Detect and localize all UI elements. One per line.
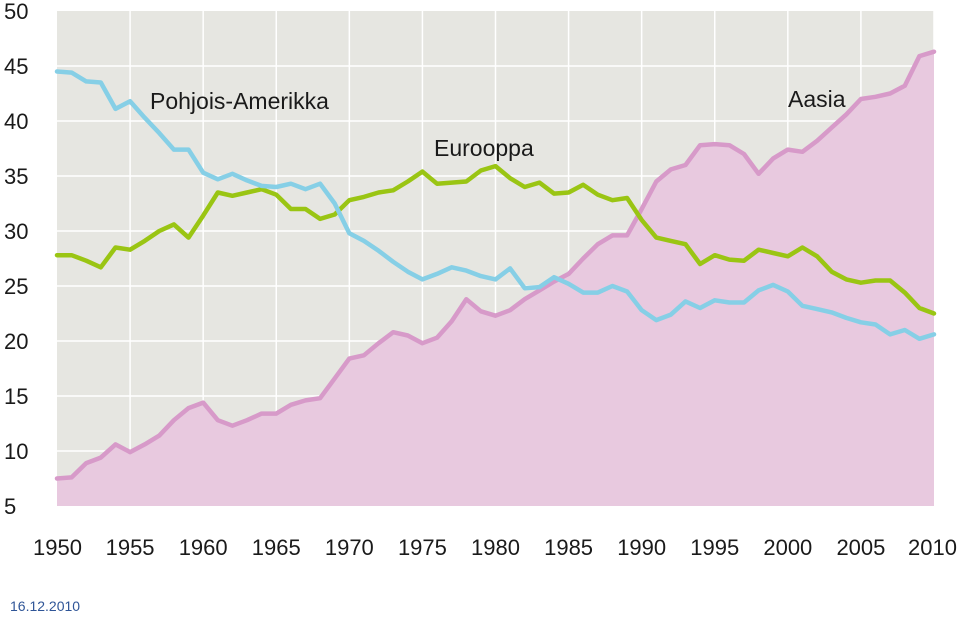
label-north-america: Pohjois-Amerikka <box>150 88 329 114</box>
asia-area-fill <box>57 51 934 506</box>
asia-area <box>57 51 934 506</box>
x-tick-label: 1950 <box>33 535 82 560</box>
x-tick-label: 1965 <box>252 535 301 560</box>
y-tick-label: 25 <box>4 274 28 299</box>
y-tick-label: 50 <box>4 0 28 24</box>
x-tick-label: 1960 <box>179 535 228 560</box>
series-line-north-america <box>54 69 937 342</box>
x-tick-label: 1995 <box>690 535 739 560</box>
x-axis: 1950 1955 1960 1965 1970 1975 1980 1985 1990 1995… <box>33 535 957 560</box>
series-lines <box>54 49 937 481</box>
label-europe: Eurooppa <box>434 135 534 161</box>
x-tick-label: 1970 <box>325 535 374 560</box>
x-tick-label: 1990 <box>617 535 666 560</box>
footer-date: 16.12.2010 <box>10 598 81 614</box>
series-line-europe <box>54 163 937 316</box>
x-tick-label: 2010 <box>908 535 957 560</box>
y-tick-label: 5 <box>4 494 16 519</box>
series-line-asia <box>54 49 937 481</box>
y-tick-label: 45 <box>4 54 28 79</box>
y-tick-label: 15 <box>4 384 28 409</box>
y-axis: 5 10 15 20 25 30 35 40 45 50 <box>4 0 28 519</box>
x-tick-label: 1975 <box>398 535 447 560</box>
x-tick-label: 1955 <box>106 535 155 560</box>
y-tick-label: 20 <box>4 329 28 354</box>
x-tick-label: 1985 <box>544 535 593 560</box>
x-tick-label: 2005 <box>836 535 885 560</box>
y-tick-label: 10 <box>4 439 28 464</box>
x-tick-label: 1980 <box>471 535 520 560</box>
label-asia: Aasia <box>788 86 846 112</box>
y-tick-label: 30 <box>4 219 28 244</box>
y-tick-label: 35 <box>4 164 28 189</box>
y-tick-label: 40 <box>4 109 28 134</box>
x-tick-label: 2000 <box>763 535 812 560</box>
